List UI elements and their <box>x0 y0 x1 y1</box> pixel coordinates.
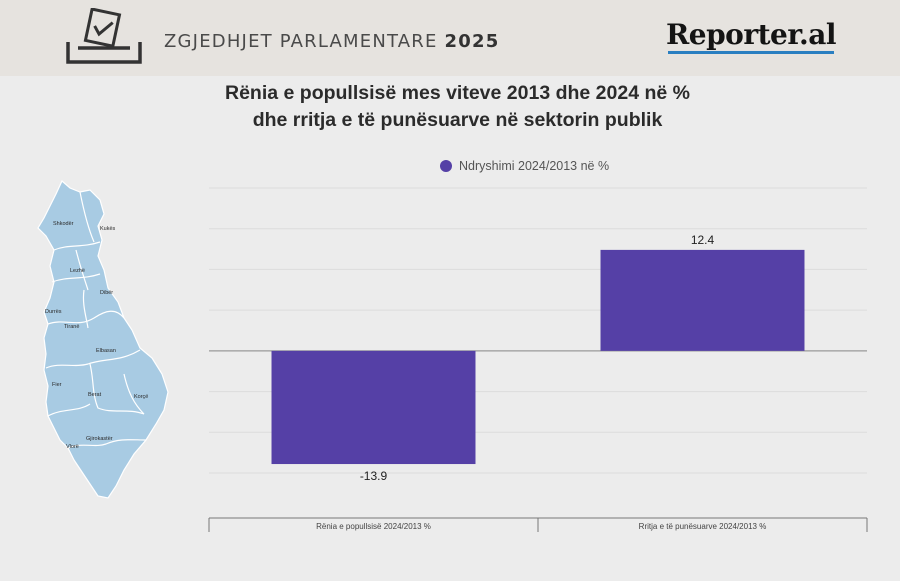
x-tick-label: Rënia e popullsisë 2024/2013 % <box>316 522 431 531</box>
map-region-label: Lezhë <box>70 268 85 274</box>
data-label: -13.9 <box>360 469 388 483</box>
logo-underline <box>668 51 834 54</box>
legend-swatch <box>440 160 452 172</box>
map-region-label: Dibër <box>100 290 113 296</box>
header-title: ZGJEDHJET PARLAMENTARE 2025 <box>164 31 499 52</box>
map-region-label: Gjirokastër <box>86 436 113 442</box>
ballot-box-icon <box>66 8 142 64</box>
map-region-label: Fier <box>52 382 62 388</box>
chart-title-line1: Rënia e popullsisë mes viteve 2013 dhe 2… <box>225 82 690 104</box>
map-region-label: Vlorë <box>66 444 79 450</box>
bar[interactable] <box>271 350 476 465</box>
legend-label: Ndryshimi 2024/2013 në % <box>459 159 610 173</box>
map-region-label: Shkodër <box>53 221 74 227</box>
map-region-label: Kukës <box>100 226 116 232</box>
header-title-main: ZGJEDHJET PARLAMENTARE <box>164 31 438 52</box>
reporter-logo[interactable]: Reporter.al <box>666 18 837 51</box>
x-tick-label: Rritja e të punësuarve 2024/2013 % <box>639 522 767 531</box>
chart-legend: Ndryshimi 2024/2013 në % <box>440 159 609 173</box>
map-region-label: Durrës <box>45 309 62 315</box>
map-region-label: Berat <box>88 392 102 398</box>
map-region-label: Elbasan <box>96 348 116 354</box>
chart-title: Rënia e popullsisë mes viteve 2013 dhe 2… <box>0 80 900 134</box>
header-title-year: 2025 <box>444 31 500 52</box>
header: ZGJEDHJET PARLAMENTARE 2025 Reporter.al <box>0 0 900 76</box>
map-region-label: Korçë <box>134 394 148 400</box>
map-region-label: Tiranë <box>64 324 79 330</box>
data-label: 12.4 <box>691 233 715 247</box>
bar[interactable] <box>600 249 805 351</box>
albania-map-outline <box>37 180 169 499</box>
albania-map: Shkodër Kukës Lezhë Dibër Durrës Tiranë Elbasa… <box>37 180 169 499</box>
chart-title-line2: dhe rritja e të punësuarve në sektorin p… <box>252 109 663 131</box>
